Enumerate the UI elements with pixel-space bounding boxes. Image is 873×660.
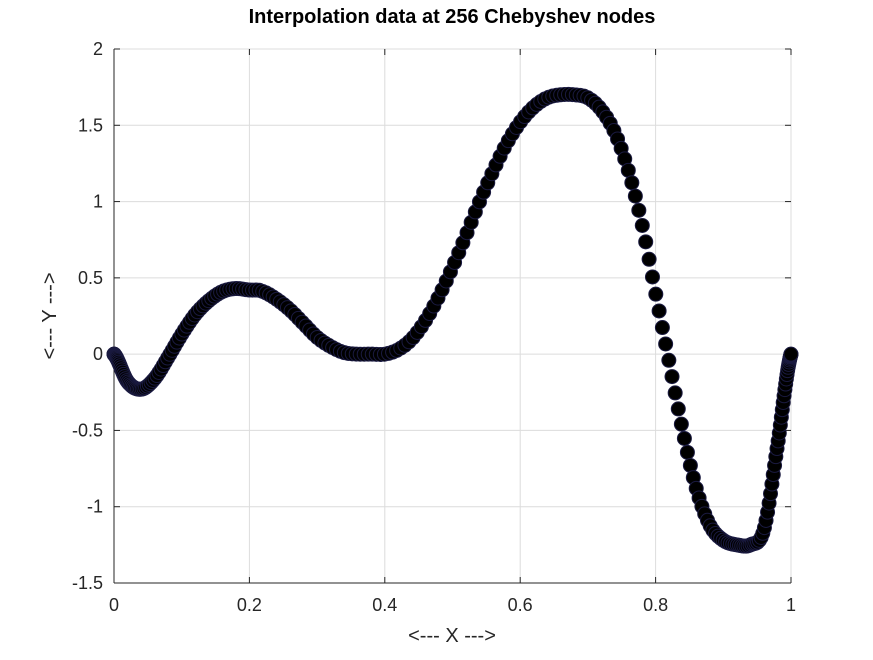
x-tick-label: 1 [786,595,796,615]
data-point [667,385,683,401]
data-point [670,401,686,417]
y-tick-label: 1.5 [78,115,103,135]
y-tick-label: 0.5 [78,268,103,288]
y-tick-label: -1 [87,497,103,517]
data-point [641,251,657,267]
data-point [644,269,660,285]
chart-title: Interpolation data at 256 Chebyshev node… [249,6,656,28]
x-tick-label: 0.2 [237,595,262,615]
y-tick-label: 2 [93,39,103,59]
x-axis-label: <--- X ---> [408,625,496,647]
y-tick-label: -0.5 [72,420,103,440]
data-point [664,369,680,385]
data-point [679,444,695,460]
data-point [673,416,689,432]
data-point [638,234,654,250]
data-point [624,175,640,191]
data-point [661,352,677,368]
x-tick-label: 0.6 [508,595,533,615]
data-point [676,430,692,446]
plot-area [114,49,791,583]
data-point [634,217,650,233]
y-tick-label: 0 [93,344,103,364]
y-tick-label: 1 [93,192,103,212]
y-tick-label: -1.5 [72,573,103,593]
x-tick-label: 0.8 [643,595,668,615]
x-tick-label: 0 [109,595,119,615]
data-point [620,162,636,178]
x-tick-label: 0.4 [372,595,397,615]
data-point [627,188,643,204]
data-point [654,320,670,336]
data-series [106,86,799,554]
tick-labels: 0 0.2 0.4 0.6 0.8 1 -1.5 -1 -0.5 0 0.5 1 1.5 2 [72,39,796,615]
y-axis-label: <--- Y ---> [39,272,61,359]
data-point [783,346,799,362]
data-point [658,336,674,352]
data-point [631,202,647,218]
data-point [651,303,667,319]
data-point [648,286,664,302]
